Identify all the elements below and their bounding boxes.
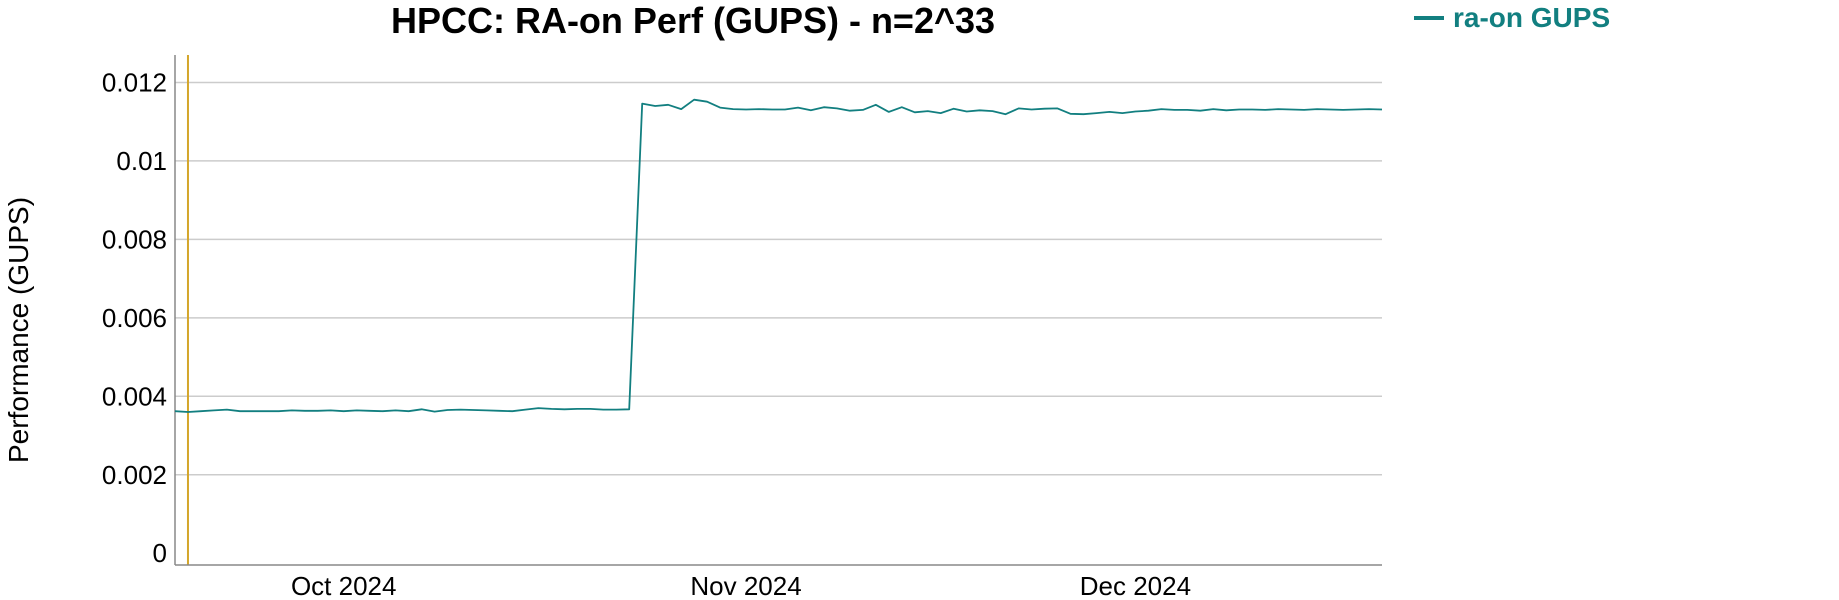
- y-tick-label-0: 0: [153, 538, 167, 568]
- x-tick-label-1: Nov 2024: [690, 571, 801, 600]
- y-axis-label: Performance (GUPS): [3, 197, 34, 463]
- y-tick-label-1: 0.002: [102, 460, 167, 490]
- x-tick-labels: Oct 2024 Nov 2024 Dec 2024: [291, 571, 1191, 600]
- x-tick-label-0: Oct 2024: [291, 571, 397, 600]
- legend-label-ra-on-gups: ra-on GUPS: [1453, 2, 1610, 33]
- series-line-ra-on-gups[interactable]: [174, 98, 1383, 413]
- legend[interactable]: ra-on GUPS: [1414, 2, 1610, 33]
- series-layer: [174, 98, 1383, 413]
- y-tick-label-6: 0.012: [102, 67, 167, 97]
- y-tick-label-5: 0.01: [116, 146, 167, 176]
- chart-title: HPCC: RA-on Perf (GUPS) - n=2^33: [391, 0, 995, 41]
- axes: [174, 55, 1382, 566]
- y-tick-label-2: 0.004: [102, 381, 167, 411]
- y-tick-label-4: 0.008: [102, 224, 167, 254]
- y-tick-label-3: 0.006: [102, 303, 167, 333]
- grid-lines: [175, 81, 1382, 476]
- y-tick-labels: 0 0.002 0.004 0.006 0.008 0.01 0.012: [102, 67, 167, 568]
- x-tick-label-2: Dec 2024: [1080, 571, 1191, 600]
